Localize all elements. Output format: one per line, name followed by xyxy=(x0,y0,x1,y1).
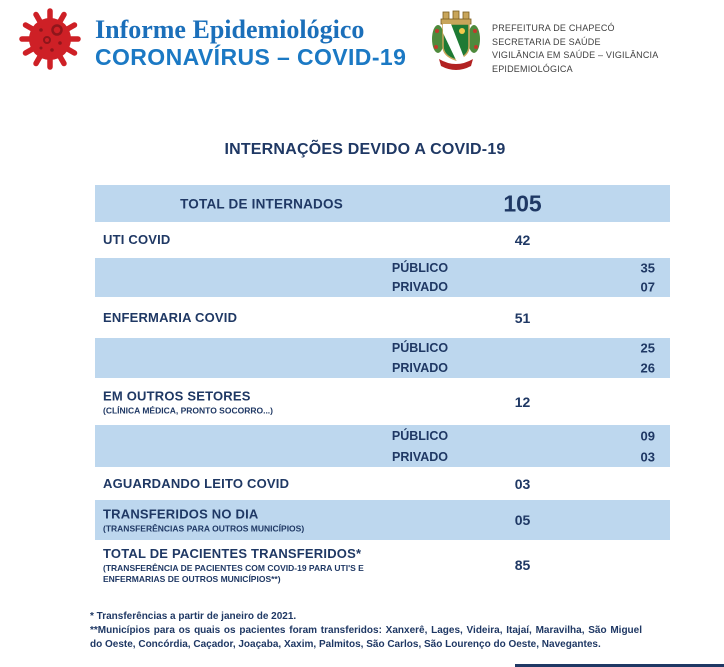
table-row-transferidos-no-dia: TRANSFERIDOS NO DIA (TRANSFERÊNCIAS PARA… xyxy=(95,500,670,540)
report-subtitle: CORONAVÍRUS – COVID-19 xyxy=(95,44,407,70)
org-block: PREFEITURA DE CHAPECÓ SECRETARIA DE SAÚD… xyxy=(492,22,724,76)
internments-table: TOTAL DE INTERNADOS 105 UTI COVID 42 PÚB… xyxy=(95,185,670,590)
sub-label: PRIVADO xyxy=(391,449,449,464)
row-label: ENFERMARIA COVID xyxy=(103,309,238,325)
breakdown-line: PRIVADO 03 xyxy=(95,446,670,467)
org-line-1: PREFEITURA DE CHAPECÓ xyxy=(492,23,615,33)
row-value: 51 xyxy=(514,309,531,326)
sub-value: 25 xyxy=(640,340,655,356)
breakdown-line: PRIVADO 07 xyxy=(95,278,670,298)
row-note: (TRANSFERÊNCIA DE PACIENTES COM COVID-19… xyxy=(103,563,364,584)
row-label: TRANSFERIDOS NO DIA xyxy=(103,506,259,522)
table-row-enfermaria-breakdown: PÚBLICO 25 PRIVADO 26 xyxy=(95,338,670,378)
row-label: UTI COVID xyxy=(103,232,171,247)
table-row-total-transferidos: TOTAL DE PACIENTES TRANSFERIDOS* (TRANSF… xyxy=(95,540,670,590)
sub-label: PRIVADO xyxy=(391,361,449,375)
chapeco-coat-of-arms-logo xyxy=(432,10,480,70)
report-header: Informe Epidemiológico CORONAVÍRUS – COV… xyxy=(95,16,406,71)
breakdown-line: PÚBLICO 25 xyxy=(95,338,670,358)
row-value: 85 xyxy=(514,557,531,573)
row-value: 05 xyxy=(514,512,531,528)
sub-label: PRIVADO xyxy=(391,280,449,295)
table-row-uti-covid: UTI COVID 42 xyxy=(95,222,670,258)
row-label: TOTAL DE PACIENTES TRANSFERIDOS* xyxy=(103,546,362,561)
row-value: 42 xyxy=(514,232,531,248)
table-row-aguardando-leito: AGUARDANDO LEITO COVID 03 xyxy=(95,467,670,500)
row-label: AGUARDANDO LEITO COVID xyxy=(103,475,290,491)
row-value: 12 xyxy=(514,393,531,410)
breakdown-line: PÚBLICO 35 xyxy=(95,258,670,278)
breakdown-line: PRIVADO 26 xyxy=(95,358,670,378)
sub-value: 03 xyxy=(640,449,655,464)
footnote-2: **Municípios para os quais os pacientes … xyxy=(90,625,642,650)
row-value: 03 xyxy=(514,475,531,492)
sub-value: 09 xyxy=(640,428,655,443)
table-row-outros-setores: EM OUTROS SETORES (CLÍNICA MÉDICA, PRONT… xyxy=(95,378,670,425)
row-label: TOTAL DE INTERNADOS xyxy=(180,196,343,211)
table-row-uti-breakdown: PÚBLICO 35 PRIVADO 07 xyxy=(95,258,670,297)
sub-value: 35 xyxy=(640,260,655,276)
sub-label: PÚBLICO xyxy=(391,341,449,355)
sub-label: PÚBLICO xyxy=(391,428,449,443)
row-note: (CLÍNICA MÉDICA, PRONTO SOCORRO...) xyxy=(103,404,273,415)
table-row-outros-breakdown: PÚBLICO 09 PRIVADO 03 xyxy=(95,425,670,467)
row-label: EM OUTROS SETORES xyxy=(103,387,251,403)
coronavirus-icon xyxy=(19,8,81,70)
report-title: Informe Epidemiológico xyxy=(95,15,365,44)
footnotes: * Transferências a partir de janeiro de … xyxy=(90,610,642,652)
org-line-3: VIGILÂNCIA EM SAÚDE – VIGILÂNCIA EPIDEMI… xyxy=(492,50,658,74)
breakdown-line: PÚBLICO 09 xyxy=(95,425,670,446)
org-line-2: SECRETARIA DE SAÚDE xyxy=(492,36,601,47)
sub-label: PÚBLICO xyxy=(391,260,449,275)
bottom-edge-bar xyxy=(515,664,724,667)
section-title: INTERNAÇÕES DEVIDO A COVID-19 xyxy=(224,141,506,158)
sub-value: 26 xyxy=(640,360,655,376)
row-note: (TRANSFERÊNCIAS PARA OUTROS MUNICÍPIOS) xyxy=(103,523,305,534)
footnote-1: * Transferências a partir de janeiro de … xyxy=(90,611,297,622)
table-row-enfermaria-covid: ENFERMARIA COVID 51 xyxy=(95,297,670,338)
row-value: 105 xyxy=(503,190,542,216)
sub-value: 07 xyxy=(640,279,655,295)
table-row-total-internados: TOTAL DE INTERNADOS 105 xyxy=(95,185,670,222)
